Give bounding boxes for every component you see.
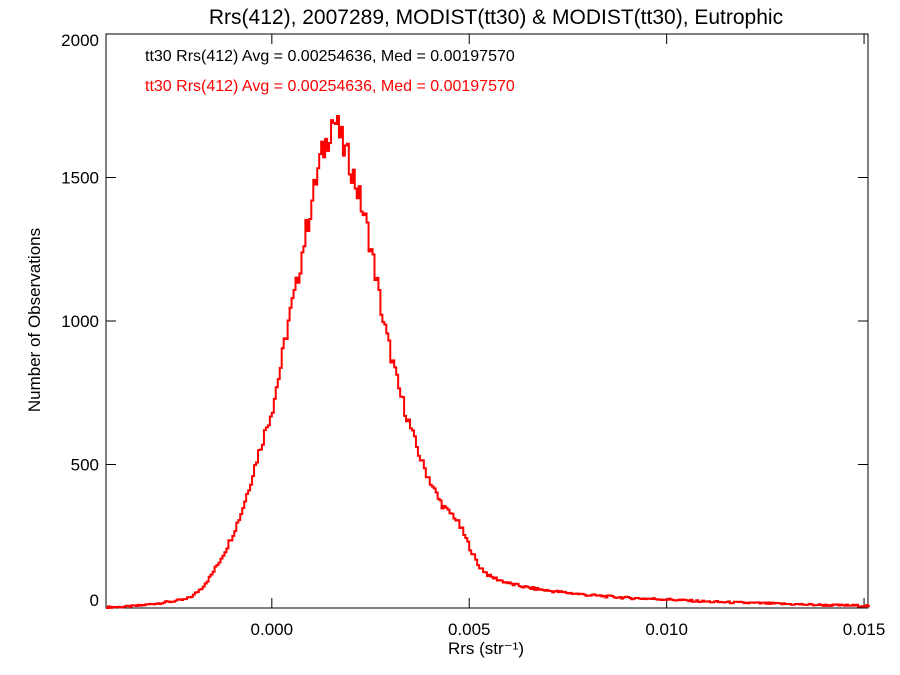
x-tick-label: 0.005 <box>448 620 491 639</box>
x-tick-label: 0.010 <box>645 620 688 639</box>
x-tick-label: 0.000 <box>251 620 294 639</box>
y-tick-label: 500 <box>71 456 99 475</box>
x-tick-label: 0.015 <box>843 620 886 639</box>
stats-annotation-red: tt30 Rrs(412) Avg = 0.00254636, Med = 0.… <box>145 78 515 95</box>
y-axis: 0 500 1000 1500 2000 <box>61 31 868 610</box>
y-tick-label: 0 <box>90 591 99 610</box>
histogram-series-line <box>106 115 870 609</box>
y-tick-label: 1000 <box>61 312 99 331</box>
x-axis-label: Rrs (str⁻¹) <box>448 639 524 658</box>
stats-annotation-black: tt30 Rrs(412) Avg = 0.00254636, Med = 0.… <box>145 48 515 65</box>
y-axis-label: Number of Observations <box>25 228 44 412</box>
y-tick-label: 2000 <box>61 31 99 50</box>
series-layer <box>106 115 870 609</box>
y-tick-label: 1500 <box>61 169 99 188</box>
chart-title: Rrs(412), 2007289, MODIST(tt30) & MODIST… <box>209 6 783 29</box>
